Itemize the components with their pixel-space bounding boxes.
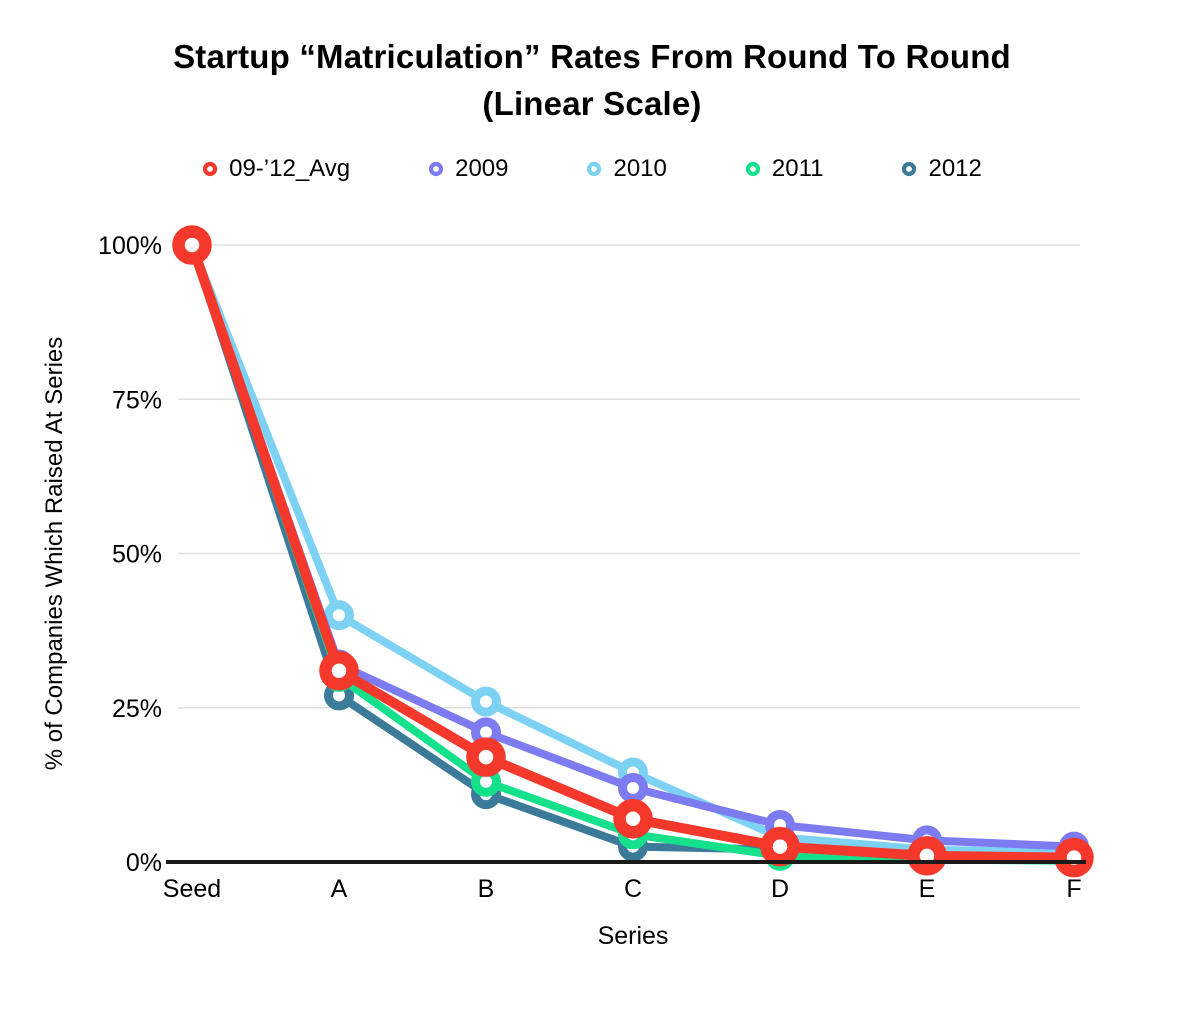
data-point-09-’12_Avg-F xyxy=(1054,837,1094,878)
data-point-2009-C xyxy=(618,772,648,803)
chart-title-line2: (Linear Scale) xyxy=(482,84,702,122)
chart-legend: 09-’12_Avg 2009 2010 2011 2012 xyxy=(0,155,1184,183)
legend-item-2012: 2012 xyxy=(901,155,982,183)
legend-label-09-’12_Avg: 09-’12_Avg xyxy=(229,155,351,182)
x-tick-label-C: C xyxy=(624,875,642,903)
x-tick-label-A: A xyxy=(331,875,348,903)
legend-marker-icon-2010 xyxy=(587,161,602,177)
legend-label-2009: 2009 xyxy=(455,155,509,182)
y-tick-label-25%: 25% xyxy=(112,695,162,723)
series-line-2009 xyxy=(188,241,1078,851)
data-point-09-’12_Avg-A xyxy=(319,650,359,691)
legend-marker-icon-2011 xyxy=(745,161,760,177)
x-tick-label-B: B xyxy=(478,875,495,903)
data-point-2010-A xyxy=(324,600,354,631)
legend-item-2009: 2009 xyxy=(428,155,508,183)
y-tick-label-50%: 50% xyxy=(112,541,162,569)
legend-item-09-’12_Avg: 09-’12_Avg xyxy=(202,155,350,183)
legend-label-2010: 2010 xyxy=(613,155,667,182)
y-tick-label-0%: 0% xyxy=(126,849,162,877)
data-point-09-’12_Avg-D xyxy=(760,826,800,867)
legend-marker-icon-2009 xyxy=(428,161,444,177)
data-point-09-’12_Avg-E xyxy=(907,836,947,876)
data-point-09-’12_Avg-C xyxy=(613,799,653,839)
legend-marker-icon-09-’12_Avg xyxy=(203,161,218,177)
x-tick-label-E: E xyxy=(919,875,936,903)
legend-item-2010: 2010 xyxy=(586,155,667,183)
x-tick-label-D: D xyxy=(771,875,789,903)
chart-title: Startup “Matriculation” Rates From Round… xyxy=(0,34,1184,128)
legend-label-2012: 2012 xyxy=(928,155,982,182)
x-axis-title: Series xyxy=(598,922,669,950)
legend-item-2011: 2011 xyxy=(745,155,824,183)
y-axis-title: % of Companies Which Raised At Series xyxy=(41,337,68,771)
y-tick-label-100%: 100% xyxy=(98,232,162,260)
legend-label-2011: 2011 xyxy=(771,155,824,182)
chart-title-line1: Startup “Matriculation” Rates From Round… xyxy=(173,38,1011,75)
data-point-09-’12_Avg-B xyxy=(466,737,506,777)
data-point-2010-B xyxy=(471,686,501,717)
legend-marker-icon-2012 xyxy=(902,161,917,177)
data-point-09-’12_Avg-Seed xyxy=(172,225,212,265)
x-tick-label-F: F xyxy=(1066,875,1081,903)
y-tick-label-75%: 75% xyxy=(112,386,162,414)
x-tick-label-Seed: Seed xyxy=(163,875,221,903)
